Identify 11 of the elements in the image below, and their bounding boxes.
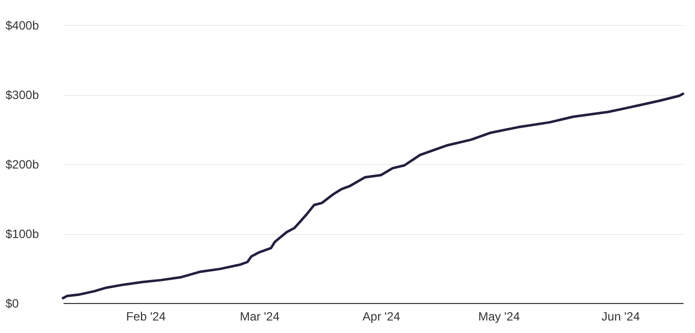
y-tick-label: $300b bbox=[6, 88, 40, 102]
x-tick-label: Mar '24 bbox=[240, 310, 280, 324]
x-tick-label: Jun '24 bbox=[602, 310, 640, 324]
y-tick-label: $100b bbox=[6, 227, 40, 241]
x-tick-label: May '24 bbox=[478, 310, 520, 324]
y-tick-label: $0 bbox=[6, 296, 20, 310]
y-tick-label: $200b bbox=[6, 158, 40, 172]
y-tick-label: $400b bbox=[6, 18, 40, 32]
x-tick-label: Feb '24 bbox=[126, 310, 166, 324]
x-tick-label: Apr '24 bbox=[362, 310, 400, 324]
line-series bbox=[62, 92, 684, 300]
